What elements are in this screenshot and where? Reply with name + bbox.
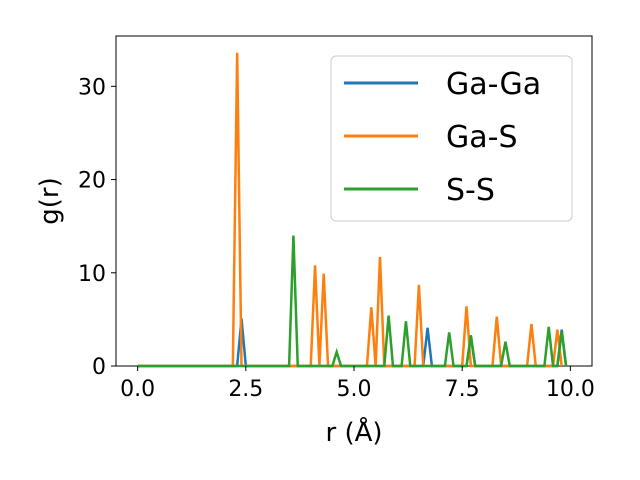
x-axis-label: r (Å) (325, 416, 382, 448)
series-line-s-s (137, 235, 568, 368)
x-tick-label: 2.5 (228, 377, 263, 402)
legend-label-s-s: S-S (446, 173, 495, 208)
ticks-layer: 0.0 2.5 5.0 7.5 10.0 0 10 20 30 (78, 75, 595, 402)
legend-box (330, 55, 573, 222)
y-tick-label: 20 (78, 169, 106, 194)
legend-label-ga-ga: Ga-Ga (446, 67, 541, 102)
x-tick-label: 5.0 (337, 377, 372, 402)
y-tick-label: 0 (92, 355, 106, 380)
y-axis-label: g(r) (35, 177, 65, 224)
y-tick-label: 10 (78, 262, 106, 287)
series-layer (137, 52, 568, 368)
x-tick-label: 0.0 (120, 377, 155, 402)
legend: Ga-Ga Ga-S S-S (330, 55, 573, 222)
x-tick-label: 10.0 (546, 377, 595, 402)
legend-label-ga-s: Ga-S (446, 120, 518, 155)
x-tick-label: 7.5 (445, 377, 480, 402)
y-tick-label: 30 (78, 75, 106, 100)
